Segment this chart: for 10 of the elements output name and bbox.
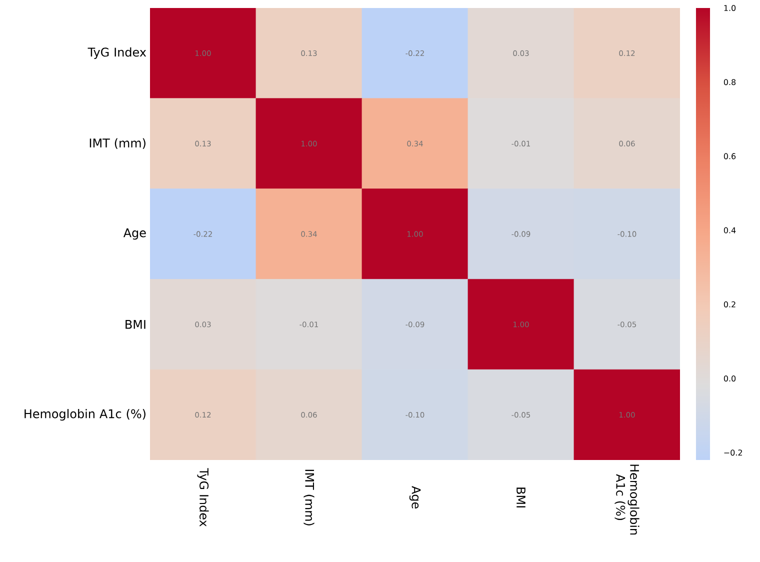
x-tick-label: Hemoglobin A1c (%) [614,464,640,535]
y-tick-label: IMT (mm) [90,138,146,149]
y-tick-label: BMI [126,320,146,329]
x-tick-label: IMT (mm) [304,470,314,526]
x-tick-label: BMI [516,488,526,508]
x-tick-label: Age [409,486,421,508]
x-tick-label: TyG Index [197,468,209,526]
y-tick-label: TyG Index [88,47,146,59]
y-tick-label: Age [123,228,146,240]
y-tick-label: Hemoglobin A1c (%) [24,409,146,421]
